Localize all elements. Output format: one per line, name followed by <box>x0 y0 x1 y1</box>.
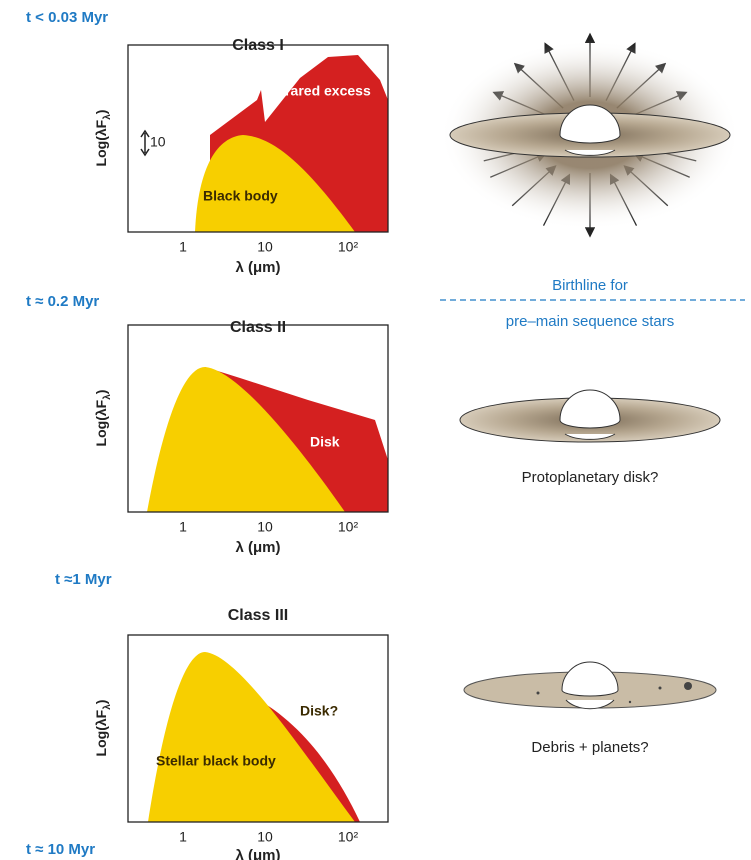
x-tick-label: 10 <box>257 829 273 845</box>
y-label-close: ) <box>93 110 109 115</box>
x-tick-label: 10 <box>257 519 273 535</box>
caption: Protoplanetary disk? <box>522 469 659 486</box>
time-label: t ≈ 0.2 Myr <box>26 293 99 310</box>
planet <box>684 682 692 690</box>
region-label: Disk? <box>300 703 338 719</box>
x-tick-label: 10² <box>338 239 359 255</box>
planet <box>629 701 631 703</box>
y-label-main: Log(λF <box>93 709 109 756</box>
planet <box>537 692 540 695</box>
x-tick-label: 10² <box>338 519 359 535</box>
star <box>562 662 618 696</box>
region-label: Disk <box>310 434 340 450</box>
x-tick-label: 10 <box>257 239 273 255</box>
sed-plot: Disk? Stellar black body <box>128 635 388 822</box>
sed-plot: Disk <box>128 325 388 512</box>
planet <box>659 687 662 690</box>
sed-plot: Infrared excess Black body 10 <box>128 45 388 232</box>
figure: t < 0.03 Myr Class I Infrared excess Bla… <box>0 0 751 860</box>
scale-arrow <box>141 131 149 155</box>
region-label: Black body <box>203 188 278 204</box>
y-axis-label: Log(λFλ) <box>93 390 113 447</box>
star <box>560 390 620 428</box>
scale-label: 10 <box>150 134 166 150</box>
region-label: Infrared excess <box>268 83 371 99</box>
region-label: Stellar black body <box>156 753 276 769</box>
time-label: t ≈1 Myr <box>55 571 112 588</box>
x-axis-label: λ (μm) <box>235 847 280 860</box>
panel-title: Class I <box>232 37 284 54</box>
x-tick-label: 1 <box>179 829 187 845</box>
time-label: t < 0.03 Myr <box>26 9 108 26</box>
y-label-main: Log(λF <box>93 399 109 446</box>
birthline-text: Birthline for <box>552 277 628 294</box>
x-tick-label: 10² <box>338 829 359 845</box>
x-tick-label: 1 <box>179 239 187 255</box>
y-axis-label: Log(λFλ) <box>93 700 113 757</box>
panel-title: Class II <box>230 319 286 336</box>
x-axis-label: λ (μm) <box>235 259 280 276</box>
panel-title: Class III <box>228 607 288 624</box>
y-axis-label: Log(λFλ) <box>93 110 113 167</box>
caption: Debris + planets? <box>531 739 648 756</box>
x-axis-label: λ (μm) <box>235 539 280 556</box>
y-label-close: ) <box>93 390 109 395</box>
y-label-close: ) <box>93 700 109 705</box>
time-label: t ≈ 10 Myr <box>26 841 95 858</box>
x-tick-label: 1 <box>179 519 187 535</box>
birthline-text: pre–main sequence stars <box>506 313 674 330</box>
y-label-main: Log(λF <box>93 119 109 166</box>
blackbody-area <box>148 652 355 822</box>
